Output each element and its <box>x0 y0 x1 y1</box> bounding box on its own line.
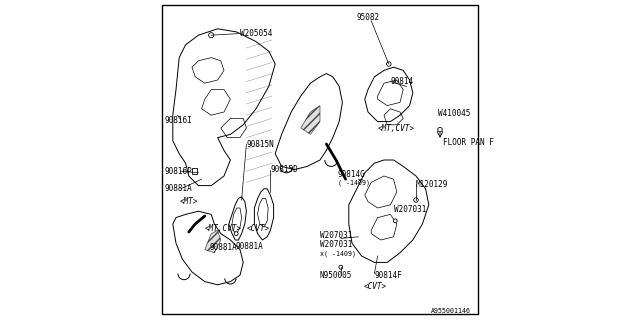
Text: 90881A: 90881A <box>210 244 237 252</box>
Text: <MT,CVT>: <MT,CVT> <box>378 124 415 132</box>
Text: ( -1409): ( -1409) <box>338 180 370 186</box>
Text: 90815N: 90815N <box>246 140 274 148</box>
Text: 90814F: 90814F <box>374 271 402 280</box>
Text: W207031: W207031 <box>320 231 353 240</box>
Text: 90816I: 90816I <box>165 116 193 124</box>
Text: W205054: W205054 <box>240 29 273 38</box>
Text: M120129: M120129 <box>416 180 449 188</box>
Text: x( -1409): x( -1409) <box>320 250 356 257</box>
Circle shape <box>339 265 343 269</box>
Polygon shape <box>205 230 221 253</box>
Polygon shape <box>301 106 320 134</box>
Text: 90881A: 90881A <box>236 242 263 251</box>
Circle shape <box>414 198 419 202</box>
Text: 90814: 90814 <box>390 77 413 86</box>
Text: <CVT>: <CVT> <box>246 224 269 233</box>
Text: W410045: W410045 <box>438 109 471 118</box>
Text: <MT,CVT>: <MT,CVT> <box>205 224 242 233</box>
Text: 95082: 95082 <box>357 13 380 22</box>
Text: 90815D: 90815D <box>270 165 298 174</box>
Circle shape <box>393 219 397 223</box>
Text: N950005: N950005 <box>320 271 353 280</box>
Text: <CVT>: <CVT> <box>364 282 387 291</box>
Text: <MT>: <MT> <box>179 197 198 206</box>
Circle shape <box>234 232 238 236</box>
Circle shape <box>438 127 442 132</box>
Circle shape <box>387 62 391 66</box>
Text: 90881A: 90881A <box>165 184 193 193</box>
Text: 90814G: 90814G <box>338 170 365 179</box>
Text: FLOOR PAN F: FLOOR PAN F <box>443 138 494 147</box>
Text: W207031: W207031 <box>394 205 426 214</box>
Circle shape <box>209 33 214 38</box>
Text: W207031: W207031 <box>320 240 353 249</box>
Text: 90816P: 90816P <box>165 167 193 176</box>
Text: A955001146: A955001146 <box>430 308 470 314</box>
